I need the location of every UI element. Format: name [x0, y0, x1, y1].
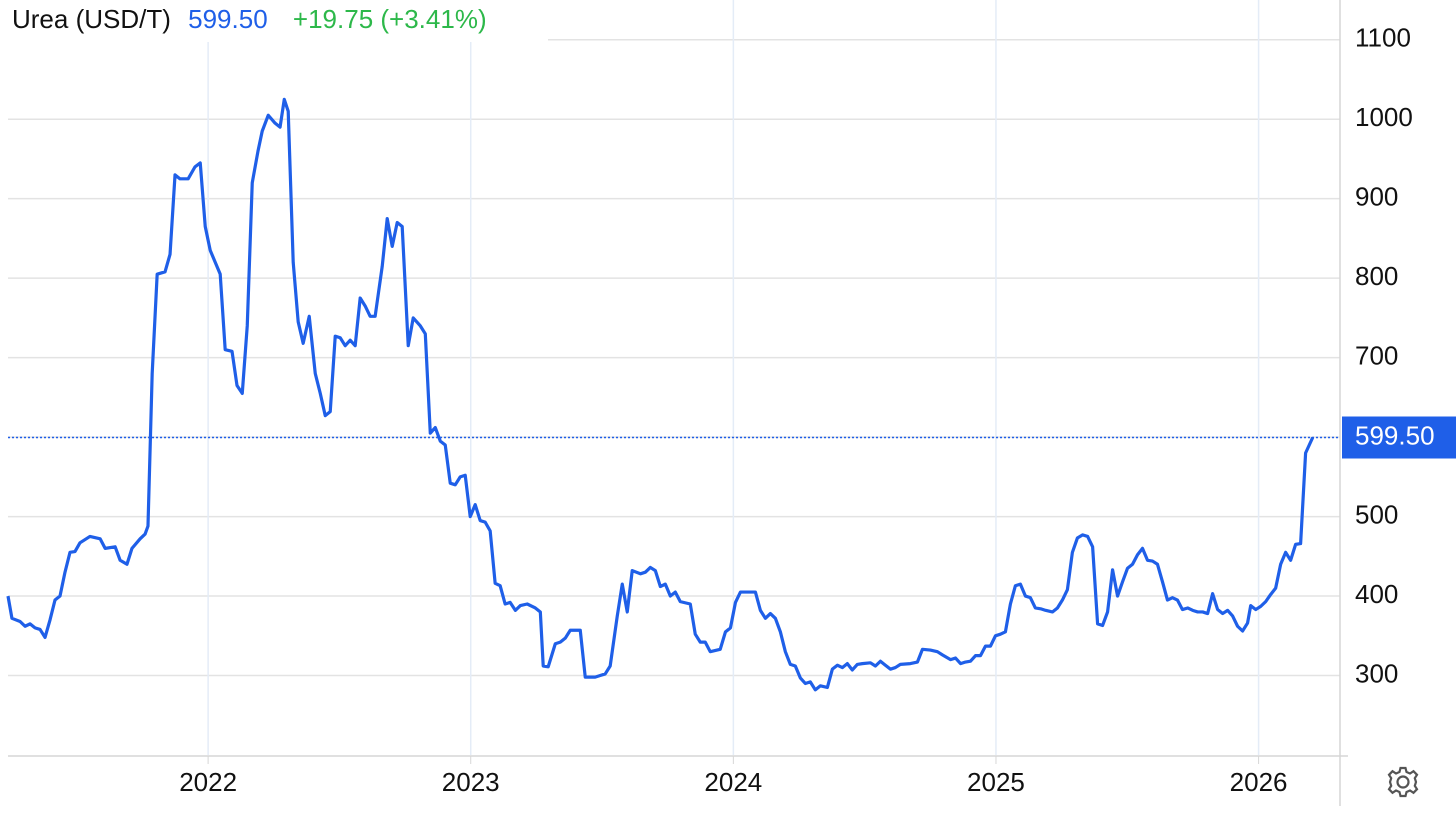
last-price-box	[1342, 416, 1456, 459]
x-tick-label: 2024	[704, 767, 762, 797]
y-tick-label: 1100	[1355, 23, 1411, 53]
last-price-label: 599.50	[1355, 420, 1435, 450]
x-tick-label: 2022	[179, 767, 237, 797]
x-tick-label: 2025	[967, 767, 1025, 797]
header-title: Urea (USD/T)	[12, 4, 171, 34]
y-tick-label: 400	[1355, 579, 1398, 609]
price-line	[6, 97, 1315, 692]
plot	[6, 97, 1340, 692]
x-tick-label: 2023	[442, 767, 500, 797]
x-tick-label: 2026	[1230, 767, 1288, 797]
y-tick-label: 500	[1355, 499, 1398, 529]
y-tick-label: 800	[1355, 261, 1398, 291]
grid	[8, 0, 1340, 755]
header-change: +19.75 (+3.41%)	[293, 4, 487, 34]
header-price: 599.50	[188, 4, 268, 34]
y-tick-label: 300	[1355, 658, 1398, 688]
y-tick-label: 900	[1355, 182, 1398, 212]
y-tick-label: 700	[1355, 341, 1398, 371]
settings-icon[interactable]	[1387, 766, 1419, 798]
header: Urea (USD/T) 599.50 +19.75 (+3.41%)	[12, 4, 487, 34]
header-bg	[0, 0, 548, 42]
y-tick-label: 1000	[1355, 102, 1413, 132]
